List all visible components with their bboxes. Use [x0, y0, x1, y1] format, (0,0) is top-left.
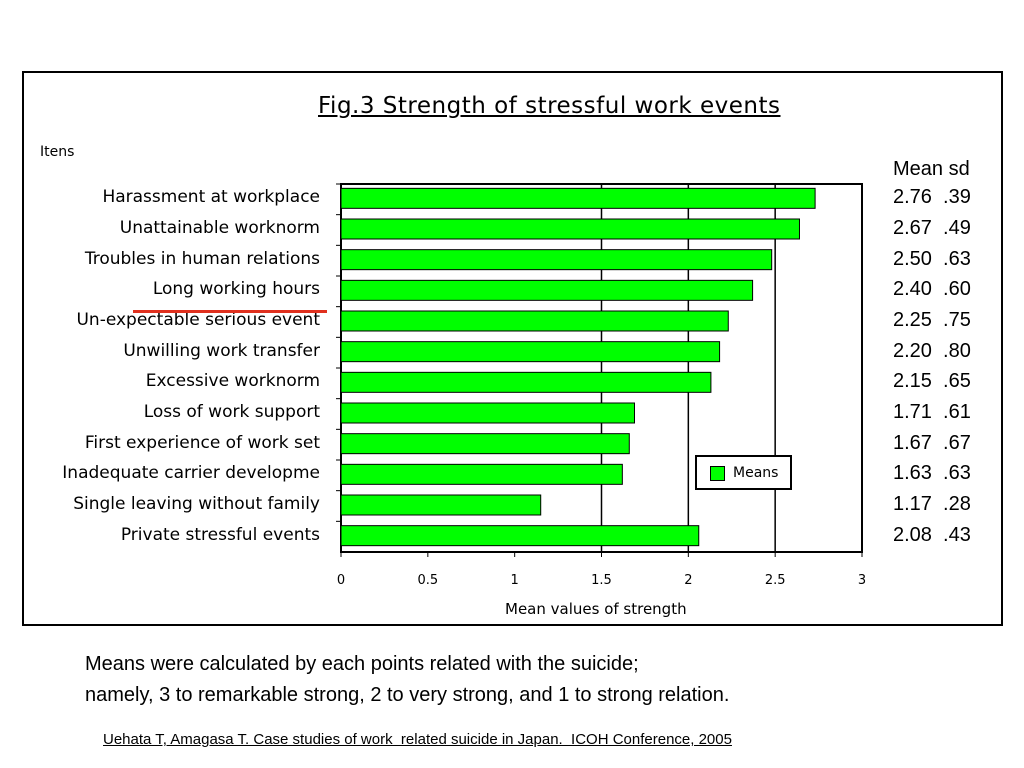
- category-labels: Harassment at workplace Unattainable work…: [30, 0, 320, 768]
- category-label: Troubles in human relations: [84, 248, 320, 269]
- stats-header: Mean sd: [893, 158, 970, 180]
- stat-row: 2.25 .75: [893, 309, 971, 331]
- bar: [340, 494, 542, 516]
- category-label: Loss of work support: [143, 402, 320, 422]
- x-tick-label: 2.5: [765, 573, 786, 588]
- x-tick-label: 0: [337, 573, 345, 588]
- stat-row: 2.76 .39: [893, 186, 971, 209]
- stat-row: 2.08 .43: [893, 523, 971, 546]
- stat-row: 1.71 .61: [893, 401, 971, 423]
- legend-label: Means: [733, 465, 779, 481]
- bar: [340, 341, 721, 363]
- stat-row: 2.67 .49: [893, 217, 971, 239]
- x-axis-label: Mean values of strength: [505, 600, 687, 618]
- stat-row: 2.40 .60: [893, 278, 971, 301]
- stat-row: 2.50 .63: [893, 247, 971, 270]
- bar: [340, 249, 773, 271]
- category-label: Long working hours: [152, 279, 320, 300]
- stat-row: 1.17 .28: [893, 493, 971, 515]
- bar: [340, 402, 635, 424]
- note-line-2: namely, 3 to remarkable strong, 2 to ver…: [85, 684, 730, 706]
- category-label: Harassment at workplace: [102, 187, 320, 208]
- stat-row: 2.20 .80: [893, 339, 971, 362]
- x-tick-label: 1: [511, 573, 519, 588]
- stat-row: 2.15 .65: [893, 370, 971, 393]
- citation: Uehata T, Amagasa T. Case studies of wor…: [103, 731, 732, 748]
- bar: [340, 525, 700, 547]
- stat-row: 1.67 .67: [893, 431, 971, 454]
- chart-title: Fig.3 Strength of stressful work events: [318, 93, 781, 119]
- legend: Means: [695, 455, 792, 490]
- category-label: Excessive worknorm: [145, 371, 320, 392]
- bar: [340, 218, 800, 240]
- x-tick-label: 0.5: [417, 573, 438, 588]
- bar: [340, 187, 816, 209]
- legend-swatch: [710, 466, 725, 481]
- x-tick-label: 1.5: [591, 573, 612, 588]
- highlight-underline: [133, 310, 327, 313]
- category-label: First experience of work set: [84, 432, 320, 453]
- x-tick-label: 3: [858, 573, 866, 588]
- bar: [340, 463, 623, 485]
- category-label: Unwilling work transfer: [123, 340, 320, 361]
- category-label: Inadequate carrier developme: [62, 463, 320, 484]
- items-label: Itens: [40, 144, 75, 160]
- bar: [340, 371, 712, 393]
- category-label: Single leaving without family: [73, 494, 320, 514]
- category-label: Private stressful events: [120, 524, 320, 545]
- category-label: Unattainable worknorm: [119, 218, 320, 238]
- bar: [340, 310, 729, 332]
- x-tick-label: 2: [684, 573, 692, 588]
- note-line-1: Means were calculated by each points rel…: [85, 653, 639, 675]
- bar: [340, 279, 754, 301]
- bar: [340, 433, 630, 455]
- stat-row: 1.63 .63: [893, 462, 971, 485]
- category-label: Un-expectable serious event: [76, 310, 320, 330]
